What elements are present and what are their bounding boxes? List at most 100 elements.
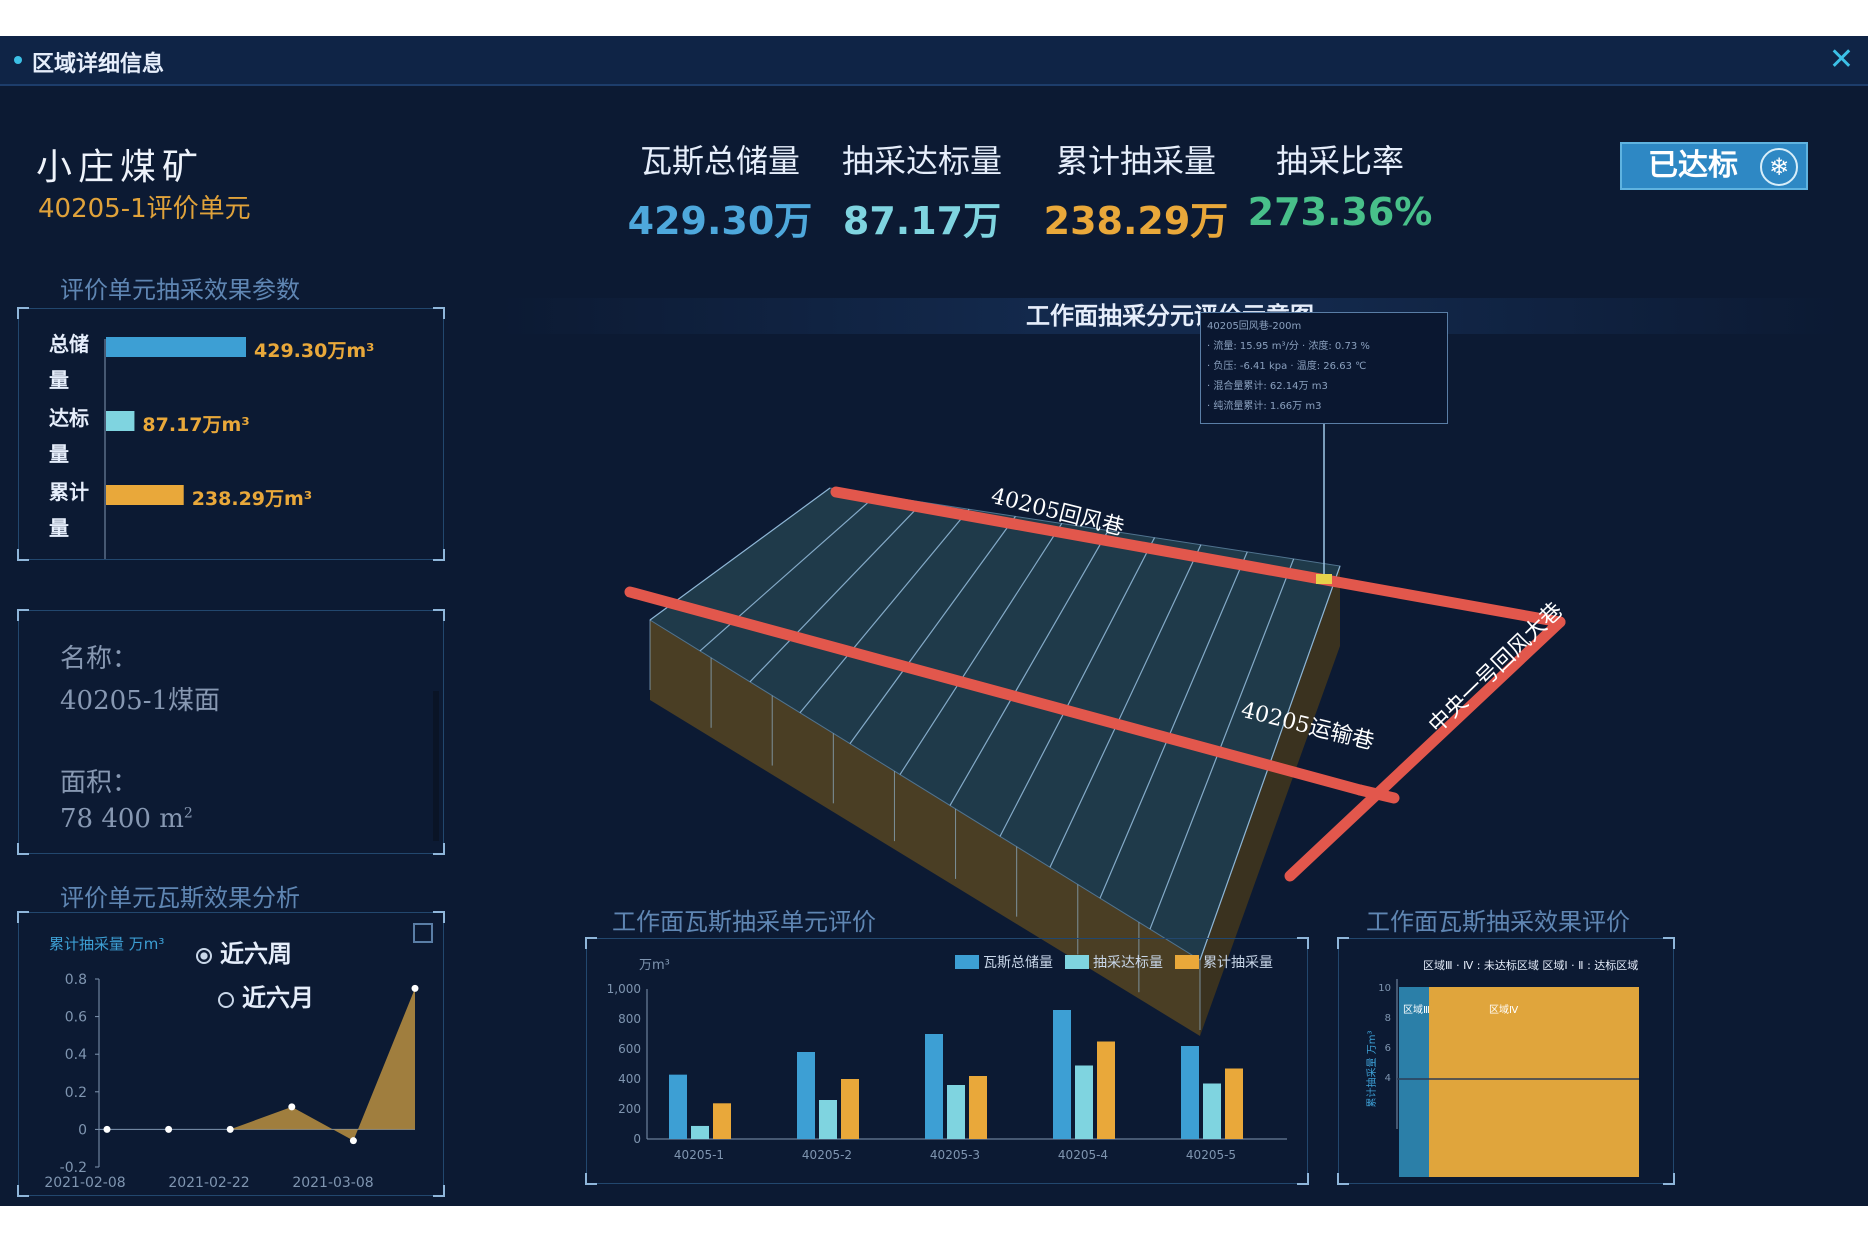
y-tick: 0.8 xyxy=(65,972,87,988)
point xyxy=(165,1125,173,1133)
status-badge[interactable]: 已达标 ❄ xyxy=(1620,142,1808,190)
analysis-panel: 累计抽采量 万m³ 0.8 0.6 0.4 0.2 0 -0.2 2021-02-08 2021… xyxy=(17,911,445,1197)
point xyxy=(226,1125,234,1133)
area-unit-sup: 2 xyxy=(183,805,193,822)
x-tick: 40205-1 xyxy=(674,1148,724,1162)
window-title: 区域详细信息 xyxy=(32,52,165,77)
drill-line xyxy=(899,523,1063,775)
y-tick: 10 xyxy=(1378,983,1391,994)
y-tick: -0.2 xyxy=(60,1160,87,1176)
drill-line xyxy=(699,494,877,652)
pipe-return-airway xyxy=(830,486,1566,628)
radio-unchecked-icon xyxy=(218,992,234,1008)
close-icon[interactable]: ✕ xyxy=(1828,42,1854,77)
name-value: 40205-1煤面 xyxy=(60,686,221,716)
kpi-label: 抽采达标量 xyxy=(841,142,1002,180)
info-scrollbar[interactable] xyxy=(433,691,439,841)
bar-label: 量 xyxy=(49,368,69,392)
tooltip-line: · 负压: -6.41 kpa · 温度: 26.63 ℃ xyxy=(1207,361,1367,372)
bar-label: 量 xyxy=(49,516,69,540)
y-tick: 800 xyxy=(618,1012,641,1026)
kpi-value: 273.36% xyxy=(1247,190,1433,234)
area-value: 78 400 m2 xyxy=(60,804,193,834)
bar xyxy=(841,1079,859,1139)
unit-eval-title: 工作面瓦斯抽采单元评价 xyxy=(612,908,876,936)
bar-label: 达标 xyxy=(49,406,89,430)
y-tick: 8 xyxy=(1385,1013,1391,1024)
sensor-marker xyxy=(1316,574,1332,584)
legend: 累计抽采量 万m³ xyxy=(49,935,164,953)
x-tick: 40205-5 xyxy=(1186,1148,1236,1162)
drill-line xyxy=(1049,544,1202,868)
label-return-airway: 40205回风巷 xyxy=(988,483,1127,542)
x-tick: 2021-03-08 xyxy=(292,1175,373,1191)
tooltip-line: · 流量: 15.95 m³/分 · 浓度: 0.73 % xyxy=(1207,341,1370,352)
y-label: 累计抽采量 万m³ xyxy=(1365,1031,1378,1108)
bar-label: 量 xyxy=(49,442,69,466)
drill-line xyxy=(1149,558,1295,930)
bar-value: 429.30万m³ xyxy=(254,340,374,362)
region-detail-window: 区域详细信息 ✕ 小庄煤矿 40205-1评价单元 瓦斯总储量 429.30万 抽采… xyxy=(0,36,1868,1206)
point xyxy=(288,1103,296,1111)
drill-line xyxy=(799,508,970,714)
tooltip-line: · 混合量累计: 62.14万 m3 xyxy=(1207,381,1328,392)
bar xyxy=(106,411,135,431)
y-tick: 6 xyxy=(1385,1043,1391,1054)
unit-name: 40205-1评价单元 xyxy=(38,194,251,224)
bar-value: 87.17万m³ xyxy=(142,414,249,436)
bar xyxy=(819,1100,837,1139)
unit-eval-bar-chart: 万m³ 瓦斯总储量 抽采达标量 累计抽采量 1,000 800 600 400 200 0 4020… xyxy=(607,955,1287,1162)
drill-line xyxy=(1099,551,1248,899)
option-six-months[interactable]: 近六月 xyxy=(218,978,314,1013)
y-tick: 200 xyxy=(618,1102,641,1116)
kpi-label: 瓦斯总储量 xyxy=(639,142,800,180)
kpi-value: 238.29万 xyxy=(1043,199,1229,243)
effect-eval-title: 工作面瓦斯抽采效果评价 xyxy=(1366,908,1630,936)
drill-line xyxy=(999,537,1156,837)
expand-icon[interactable] xyxy=(413,923,433,943)
bar xyxy=(1075,1065,1093,1139)
mine-name: 小庄煤矿 xyxy=(36,147,205,188)
legend-label: 累计抽采量 xyxy=(1203,955,1273,971)
analysis-title: 评价单元瓦斯效果分析 xyxy=(60,884,300,912)
legend-label: 瓦斯总储量 xyxy=(983,955,1053,971)
point xyxy=(103,1125,111,1133)
y-tick: 0 xyxy=(78,1122,87,1138)
legend-swatch xyxy=(1065,955,1089,969)
snowflake-icon: ❄ xyxy=(1760,148,1798,186)
legend-label: 抽采达标量 xyxy=(1093,955,1163,971)
x-tick: 40205-2 xyxy=(802,1148,852,1162)
map-title: 工作面抽采分元评价示意图 xyxy=(500,298,1840,334)
bar xyxy=(713,1103,731,1139)
y-tick: 400 xyxy=(618,1072,641,1086)
params-panel: 总储量 429.30万m³ 达标量 87.17万m³ 累计量 238.29万m³ xyxy=(17,307,445,561)
legend-swatch xyxy=(1175,955,1199,969)
kpi-3: 累计抽采量 238.29万 xyxy=(1036,136,1236,245)
y-tick: 1,000 xyxy=(607,982,641,996)
kpi-value: 87.17万 xyxy=(842,199,1002,243)
option-six-weeks[interactable]: 近六周 xyxy=(196,934,292,969)
legend: 区域Ⅲ · Ⅳ : 未达标区域 区域Ⅰ · Ⅱ : 达标区域 xyxy=(1423,958,1638,972)
label-haulage-way: 40205运输巷 xyxy=(1238,697,1377,756)
drill-line xyxy=(849,516,1016,744)
block-top xyxy=(649,487,1341,961)
bar xyxy=(1203,1083,1221,1139)
y-tick: 0 xyxy=(633,1132,641,1146)
kpi-2: 抽采达标量 87.17万 xyxy=(822,136,1022,245)
bar xyxy=(947,1085,965,1139)
region-bar xyxy=(1399,987,1429,1177)
x-tick: 40205-4 xyxy=(1058,1148,1108,1162)
pipe-haulage-way xyxy=(624,586,1366,796)
option-six-months-label: 近六月 xyxy=(242,984,314,1012)
x-tick: 2021-02-08 xyxy=(44,1175,125,1191)
legend-swatch xyxy=(955,955,979,969)
bar xyxy=(106,485,184,505)
x-tick: 2021-02-22 xyxy=(168,1175,249,1191)
y-unit: 万m³ xyxy=(639,958,670,973)
kpi-1: 瓦斯总储量 429.30万 xyxy=(620,136,820,245)
bar xyxy=(106,337,246,357)
bar xyxy=(797,1052,815,1139)
bar xyxy=(1097,1041,1115,1139)
